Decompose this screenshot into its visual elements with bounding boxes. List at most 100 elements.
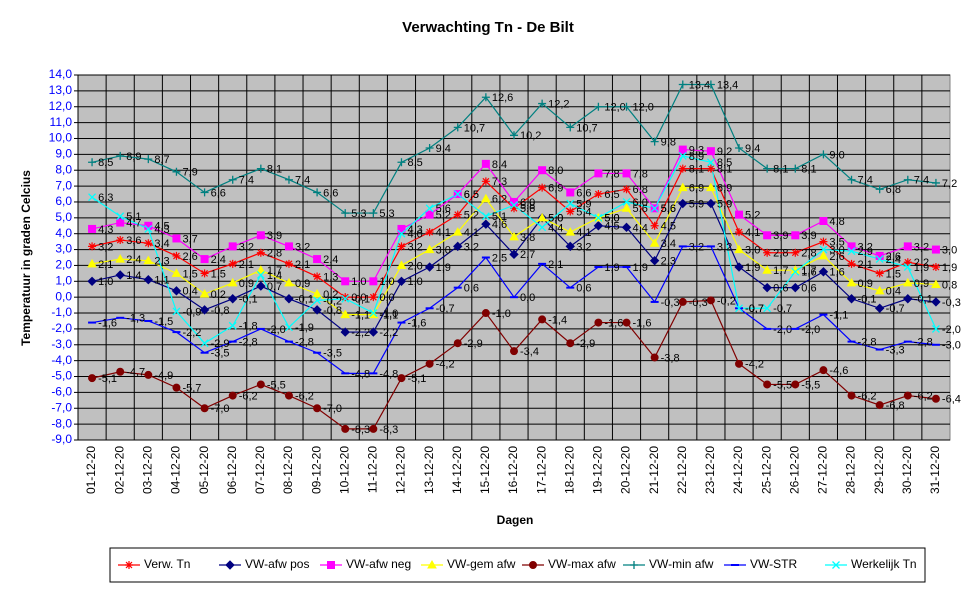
data-label: -1,9 — [295, 322, 314, 334]
data-point — [172, 167, 181, 176]
data-label: 2,6 — [829, 251, 844, 263]
data-point — [116, 212, 125, 221]
data-point — [902, 277, 913, 287]
data-label: 3,7 — [182, 233, 197, 245]
x-tick-label: 05-12-20 — [197, 446, 211, 494]
y-tick-label: 6,0 — [55, 194, 72, 208]
data-point — [650, 221, 659, 230]
y-tick-label: -4,0 — [51, 353, 72, 367]
data-label: 9,4 — [436, 143, 451, 155]
data-point — [88, 193, 97, 202]
data-label: 0,4 — [182, 286, 197, 298]
data-label: 1,9 — [745, 262, 760, 274]
data-point — [200, 404, 209, 413]
data-point — [594, 318, 603, 327]
data-point — [650, 204, 659, 213]
data-label: -3,5 — [323, 348, 342, 360]
data-label: -4,6 — [829, 365, 848, 377]
data-point — [313, 404, 322, 413]
data-label: -0,1 — [295, 294, 314, 306]
data-point — [368, 327, 379, 337]
data-label: 8,1 — [801, 164, 816, 176]
data-point — [509, 231, 519, 241]
data-point — [678, 151, 687, 160]
data-label: 4,0 — [407, 229, 422, 241]
y-tick-label: 8,0 — [55, 162, 72, 176]
data-label: -0,2 — [717, 295, 736, 307]
data-point — [847, 242, 856, 251]
data-point — [903, 175, 912, 184]
data-label: 1,3 — [323, 271, 338, 283]
data-point — [285, 323, 293, 332]
data-label: 4,1 — [436, 227, 451, 239]
data-label: 10,2 — [520, 130, 541, 142]
data-label: -2,0 — [942, 324, 961, 336]
x-tick-label: 06-12-20 — [225, 446, 239, 494]
legend-label: VW-afw pos — [245, 557, 309, 571]
data-label: 8,1 — [717, 164, 732, 176]
data-label: 5,2 — [436, 210, 451, 222]
data-label: 3,2 — [98, 241, 113, 253]
legend-marker — [327, 561, 335, 569]
data-label: 3,8 — [520, 232, 535, 244]
data-label: 8,1 — [773, 164, 788, 176]
x-tick-label: 02-12-20 — [112, 446, 126, 494]
data-label: -0,2 — [323, 295, 342, 307]
data-point — [172, 234, 181, 243]
data-label: 2,4 — [126, 254, 141, 266]
data-label: 6,8 — [633, 184, 648, 196]
data-label: 7,8 — [633, 168, 648, 180]
data-point — [369, 209, 378, 218]
data-label: 8,1 — [267, 164, 282, 176]
data-label: 1,6 — [801, 267, 816, 279]
x-tick-label: 09-12-20 — [309, 446, 323, 494]
data-label: 4,4 — [548, 222, 563, 234]
data-point — [369, 424, 378, 433]
data-point — [509, 249, 519, 260]
data-point — [172, 383, 181, 392]
data-point — [369, 309, 378, 318]
data-label: 5,1 — [126, 211, 141, 223]
data-label: -0,3 — [942, 297, 961, 309]
data-point — [88, 374, 97, 383]
data-point — [790, 282, 800, 293]
data-point — [256, 164, 265, 173]
legend-label: Verw. Tn — [144, 557, 190, 571]
x-tick-label: 21-12-20 — [647, 446, 661, 494]
x-tick-label: 17-12-20 — [534, 446, 548, 494]
data-point — [171, 268, 182, 277]
data-label: 2,5 — [492, 252, 507, 264]
data-label: 3,2 — [464, 241, 479, 253]
data-point — [622, 185, 631, 194]
x-tick-label: 10-12-20 — [337, 446, 351, 494]
data-point — [199, 288, 210, 298]
data-label: 3,2 — [914, 241, 929, 253]
data-point — [510, 204, 518, 213]
data-label: -3,3 — [886, 344, 905, 356]
data-label: -0,8 — [323, 305, 342, 317]
data-label: 1,0 — [98, 276, 113, 288]
data-label: 2,1 — [295, 259, 310, 271]
data-point — [256, 231, 265, 240]
data-label: 5,0 — [548, 213, 563, 225]
data-point — [706, 80, 715, 89]
data-point — [424, 244, 435, 254]
data-label: 5,4 — [576, 206, 591, 218]
data-label: 5,2 — [745, 210, 760, 222]
data-label: 9,2 — [717, 146, 732, 158]
data-label: 7,4 — [914, 175, 929, 187]
data-point — [706, 164, 715, 173]
data-point — [734, 244, 744, 254]
data-point — [116, 151, 125, 160]
data-point — [481, 159, 490, 168]
data-label: 3,2 — [858, 241, 873, 253]
data-point — [538, 99, 547, 108]
y-axis-label: Temperatuur in graden Celcius — [19, 170, 33, 346]
data-label: 5,6 — [633, 203, 648, 215]
data-label: 0,9 — [295, 278, 310, 290]
data-point — [650, 137, 659, 146]
legend-label: Werkelijk Tn — [851, 557, 917, 571]
data-point — [735, 210, 744, 219]
data-point — [369, 293, 378, 302]
